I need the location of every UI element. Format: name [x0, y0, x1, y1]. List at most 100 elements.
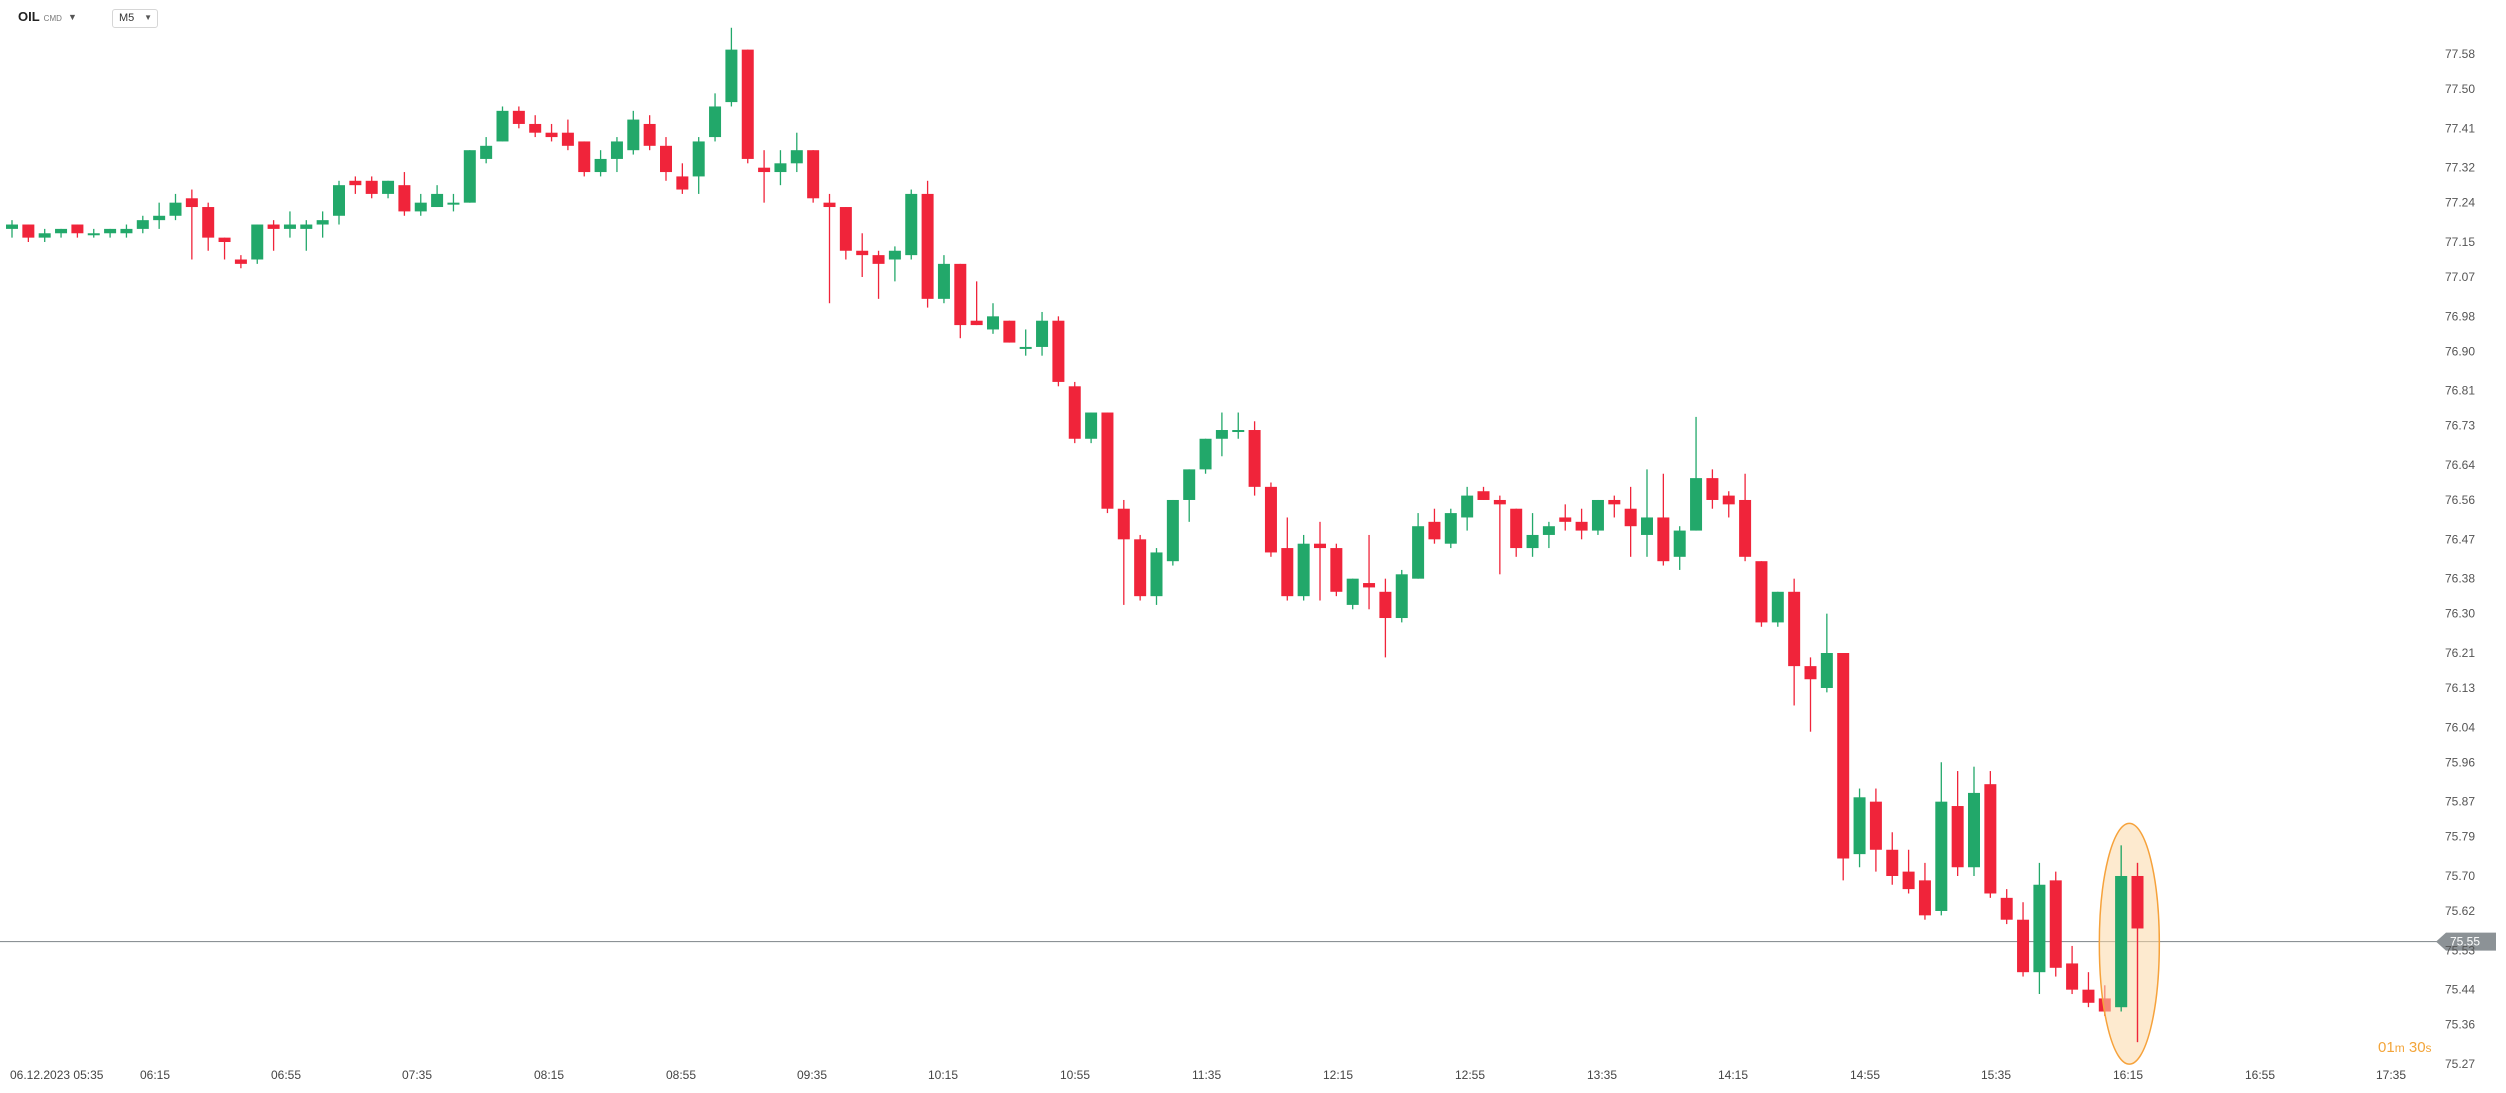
- candle-bullish: [1183, 469, 1196, 522]
- candle-bullish: [888, 246, 901, 282]
- candle-bearish: [1003, 320, 1016, 343]
- candle-body: [153, 215, 166, 221]
- candle-bearish: [365, 176, 378, 199]
- candle-bullish: [627, 110, 640, 155]
- candle-body: [185, 198, 198, 208]
- candle-bearish: [741, 49, 754, 164]
- candle-body: [774, 163, 787, 173]
- y-tick-label: 75.96: [2445, 755, 2475, 769]
- x-tick-label: 16:15: [2113, 1068, 2143, 1082]
- candle-bullish: [6, 220, 18, 238]
- x-tick-label: 14:55: [1850, 1068, 1880, 1082]
- candle-bullish: [594, 150, 607, 177]
- candle-bearish: [1869, 788, 1882, 872]
- candle-body: [1330, 548, 1343, 592]
- candle-bearish: [1755, 561, 1768, 627]
- candle-bullish: [1461, 486, 1474, 531]
- candle-body: [104, 228, 117, 234]
- candle-body: [431, 193, 444, 208]
- candles: [6, 27, 2144, 1043]
- candle-bearish: [1117, 499, 1130, 605]
- candle-body: [2049, 880, 2062, 968]
- candle-body: [234, 259, 247, 264]
- candle-bullish: [447, 193, 460, 212]
- candle-body: [333, 185, 345, 216]
- x-tick-label: 13:35: [1587, 1068, 1617, 1082]
- candle-bearish: [1984, 771, 1997, 898]
- x-tick-label: 08:15: [534, 1068, 564, 1082]
- candle-body: [1215, 430, 1228, 439]
- time-axis[interactable]: 06.12.2023 05:35 06:15 06:55 07:35 08:15 08:5…: [10, 1068, 2406, 1082]
- candle-bullish: [1591, 499, 1604, 535]
- x-tick-label: 07:35: [402, 1068, 432, 1082]
- candle-body: [970, 320, 983, 326]
- x-tick-label: 06:15: [140, 1068, 170, 1082]
- candle-body: [2033, 884, 2046, 973]
- candle-bullish: [2033, 862, 2046, 995]
- instrument-type: CMD: [43, 14, 62, 23]
- candle-bearish: [1134, 534, 1147, 601]
- candle-body: [1085, 412, 1098, 439]
- candle-body: [1346, 578, 1359, 605]
- candle-body: [2131, 875, 2144, 929]
- candle-body: [1003, 320, 1016, 343]
- candle-bearish: [398, 172, 411, 216]
- candle-body: [1869, 801, 1882, 850]
- candle-body: [1428, 521, 1441, 540]
- instrument-selector[interactable]: OIL CMD: [18, 9, 62, 24]
- candle-bullish: [1673, 526, 1686, 570]
- candle-body: [169, 202, 182, 216]
- candle-body: [594, 158, 607, 173]
- candle-body: [1036, 320, 1049, 347]
- candle-body: [202, 207, 215, 238]
- candle-body: [22, 224, 35, 238]
- candle-bullish: [987, 303, 999, 334]
- candle-body: [398, 185, 411, 212]
- candle-bearish: [1951, 771, 1964, 876]
- candle-body: [1019, 346, 1032, 349]
- candle-body: [1722, 495, 1735, 505]
- candle-body: [905, 193, 918, 256]
- candle-body: [1968, 792, 1980, 868]
- candle-bearish: [1101, 412, 1114, 514]
- x-tick-label: 12:15: [1323, 1068, 1353, 1082]
- candle-body: [692, 141, 705, 177]
- candle-bearish: [202, 202, 215, 251]
- candle-body: [1134, 539, 1147, 597]
- candle-bullish-highlighted: [2115, 845, 2128, 1012]
- candle-bullish: [1542, 521, 1555, 549]
- candle-bearish: [1739, 473, 1752, 562]
- candle-bearish: [872, 250, 885, 299]
- price-axis[interactable]: 77.58 77.50 77.41 77.32 77.24 77.15 77.07 76.98…: [2445, 47, 2475, 1071]
- candle-body: [888, 250, 901, 260]
- candle-body: [1526, 534, 1539, 549]
- candle-body: [839, 207, 852, 251]
- timeframe-select[interactable]: M5 ▼: [112, 9, 158, 28]
- candle-bullish: [120, 224, 133, 238]
- candle-body: [1166, 499, 1179, 562]
- candle-bullish: [300, 220, 313, 251]
- candle-body: [283, 224, 296, 229]
- candle-body: [1395, 574, 1408, 619]
- y-tick-label: 76.47: [2445, 532, 2475, 546]
- x-tick-label: 06.12.2023 05:35: [10, 1068, 104, 1082]
- candle-bullish: [1526, 513, 1539, 557]
- candle-body: [38, 233, 51, 238]
- candle-body: [954, 263, 967, 326]
- candle-bullish: [1968, 766, 1980, 876]
- candle-body: [1739, 499, 1752, 557]
- candle-bullish: [1395, 569, 1408, 623]
- candle-bearish: [1918, 862, 1931, 920]
- y-tick-label: 75.27: [2445, 1057, 2475, 1071]
- timeframe-value: M5: [119, 12, 135, 24]
- candle-bullish: [414, 193, 427, 216]
- candle-body: [1101, 412, 1114, 509]
- instrument-dropdown-icon[interactable]: ▼: [68, 12, 77, 22]
- candle-bullish: [1297, 534, 1310, 601]
- candle-body: [87, 233, 100, 236]
- candle-body: [1984, 784, 1997, 894]
- candle-body: [1902, 871, 1915, 890]
- candle-bearish: [578, 141, 591, 177]
- candle-bullish: [38, 228, 51, 243]
